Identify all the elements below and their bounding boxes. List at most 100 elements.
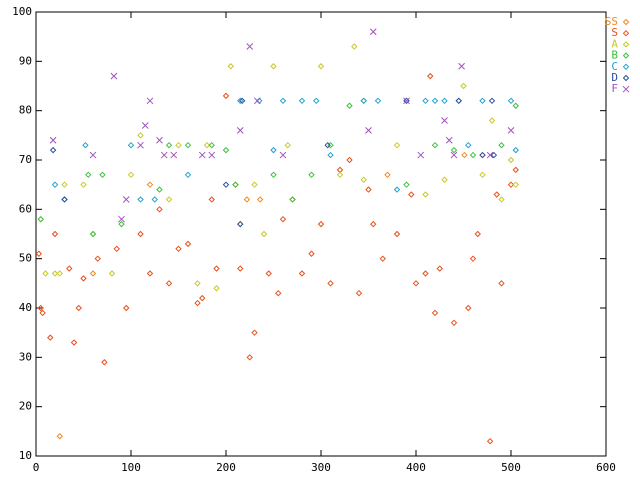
point <box>279 97 287 105</box>
point <box>141 122 149 129</box>
point <box>246 43 254 50</box>
legend-label: F <box>611 82 618 95</box>
point <box>165 141 173 149</box>
point <box>393 141 401 149</box>
point <box>488 117 496 124</box>
point <box>445 136 453 144</box>
legend-marker <box>622 63 630 71</box>
point <box>308 250 315 257</box>
point <box>51 270 59 277</box>
point <box>222 92 230 100</box>
point <box>137 132 144 139</box>
legend-marker <box>622 41 630 48</box>
point <box>450 146 458 154</box>
point <box>184 240 192 248</box>
point <box>490 151 498 159</box>
point <box>137 230 144 238</box>
point <box>237 97 244 105</box>
legend-marker <box>622 52 630 59</box>
point <box>251 181 258 188</box>
point <box>51 230 59 238</box>
point <box>469 255 477 262</box>
point <box>512 166 519 174</box>
point <box>243 196 251 203</box>
point <box>365 186 372 193</box>
legend-marker <box>622 74 630 82</box>
point <box>127 141 135 149</box>
point <box>146 181 154 188</box>
point <box>465 141 472 149</box>
point <box>313 97 320 105</box>
point <box>89 270 97 277</box>
point <box>360 97 367 105</box>
point <box>365 127 372 134</box>
point <box>450 319 458 327</box>
point <box>89 151 97 159</box>
point <box>422 270 429 277</box>
legend-label: S <box>611 26 618 39</box>
y-tick-label: 30 <box>19 350 32 363</box>
point <box>256 196 264 203</box>
x-tick-label: 400 <box>406 461 426 474</box>
point <box>35 250 43 257</box>
point <box>507 127 515 134</box>
point <box>346 102 353 109</box>
point <box>379 255 386 262</box>
point <box>122 196 130 203</box>
point <box>156 136 163 144</box>
point <box>108 270 116 277</box>
legend-marker <box>622 18 630 26</box>
point <box>80 275 87 282</box>
point <box>289 196 296 203</box>
y-tick-label: 100 <box>12 5 32 18</box>
point <box>317 220 325 228</box>
point <box>360 176 367 183</box>
point <box>232 181 239 188</box>
point <box>486 151 494 159</box>
point <box>75 304 82 312</box>
point <box>455 97 462 105</box>
point <box>146 270 154 277</box>
point <box>498 280 505 287</box>
point <box>279 151 287 159</box>
point <box>408 191 415 198</box>
point <box>479 171 486 179</box>
x-tick-label: 300 <box>311 461 331 474</box>
point <box>237 220 244 228</box>
plot-frame <box>35 11 607 457</box>
point <box>393 186 401 193</box>
point <box>39 309 46 317</box>
point <box>49 136 57 144</box>
point <box>175 245 182 253</box>
point <box>246 354 253 361</box>
point <box>56 270 63 277</box>
point <box>156 206 163 213</box>
point <box>324 141 331 149</box>
point <box>199 294 206 302</box>
point <box>227 63 234 70</box>
point <box>198 151 206 159</box>
point <box>461 151 468 159</box>
point <box>369 28 377 36</box>
point <box>393 230 401 238</box>
point <box>512 146 519 154</box>
point <box>417 151 425 159</box>
x-tick-label: 100 <box>121 461 141 474</box>
point <box>412 280 420 287</box>
point <box>238 97 246 105</box>
point <box>317 63 325 70</box>
point <box>208 141 215 149</box>
point <box>184 171 192 179</box>
point <box>194 299 201 307</box>
point <box>49 146 57 154</box>
point <box>431 141 439 149</box>
y-tick-label: 60 <box>19 202 32 215</box>
point <box>265 270 272 277</box>
point <box>436 265 443 272</box>
point <box>213 265 220 272</box>
point <box>498 196 505 203</box>
point <box>99 171 106 179</box>
point <box>479 151 486 159</box>
point <box>137 196 144 203</box>
